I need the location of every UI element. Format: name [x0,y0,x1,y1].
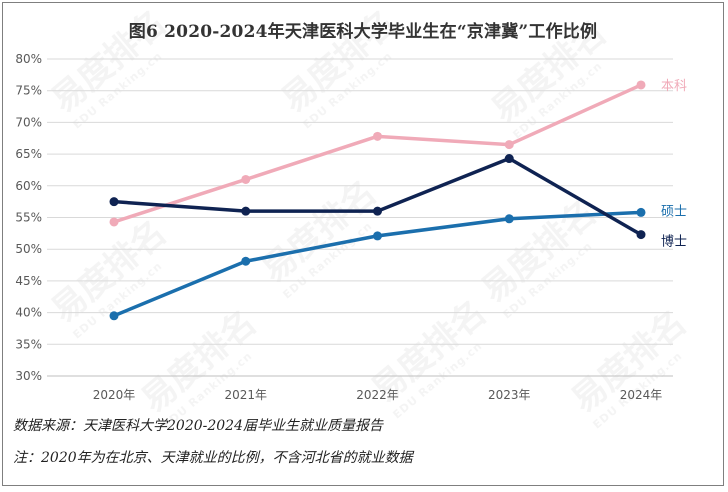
y-tick-label: 45% [15,274,42,288]
line-chart: 30% 35% 40% 45% 50% 55% 60% 65% 70% 75% 80% 2020年 20… [15,52,687,402]
series-label-undergrad: 本科 [661,79,687,94]
chart-title: 图6 2020-2024年天津医科大学毕业生在“京津冀”工作比例 [128,22,598,42]
x-tick-label: 2020年 [93,388,136,402]
data-point-undergrad [504,140,514,150]
y-tick-label: 75% [15,84,42,98]
y-tick-label: 55% [15,211,42,225]
series-line-master [112,210,643,318]
data-point-doctor [109,197,119,207]
data-point-undergrad [373,131,382,141]
y-tick-label: 35% [15,337,42,351]
x-tick-label: 2021年 [224,388,267,402]
y-tick-label: 80% [15,52,42,66]
series-label-doctor: 博士 [661,235,687,250]
y-tick-label: 40% [15,306,42,320]
data-point-master [373,231,382,241]
x-tick-label: 2023年 [488,388,531,402]
series-line-undergrad [112,83,643,224]
chart-frame: 易度排名 EDU Ranking.cn 易度排名 EDU Ranking.cn 易度排名… [2,2,724,486]
x-tick-label: 2024年 [620,388,663,402]
series-label-master: 硕士 [661,204,687,219]
y-tick-label: 70% [15,115,42,129]
data-point-master [109,311,119,321]
data-point-master [504,214,514,224]
data-point-undergrad [636,80,646,90]
data-point-undergrad [109,217,119,227]
footnote: 注：2020年为在北京、天津就业的比例，不含河北省的就业数据 [13,450,413,466]
data-point-master [636,207,646,217]
y-tick-label: 65% [15,147,42,161]
data-point-master [241,256,251,266]
data-point-doctor [504,154,514,164]
data-point-doctor [636,230,646,240]
data-point-doctor [373,206,382,216]
data-point-undergrad [241,174,251,184]
data-point-doctor [241,206,251,216]
y-tick-label: 30% [15,369,42,383]
x-tick-label: 2022年 [356,388,399,402]
y-tick-label: 50% [15,242,42,256]
y-tick-label: 60% [15,179,42,193]
data-source-note: 数据来源：天津医科大学2020-2024届毕业生就业质量报告 [13,418,383,434]
